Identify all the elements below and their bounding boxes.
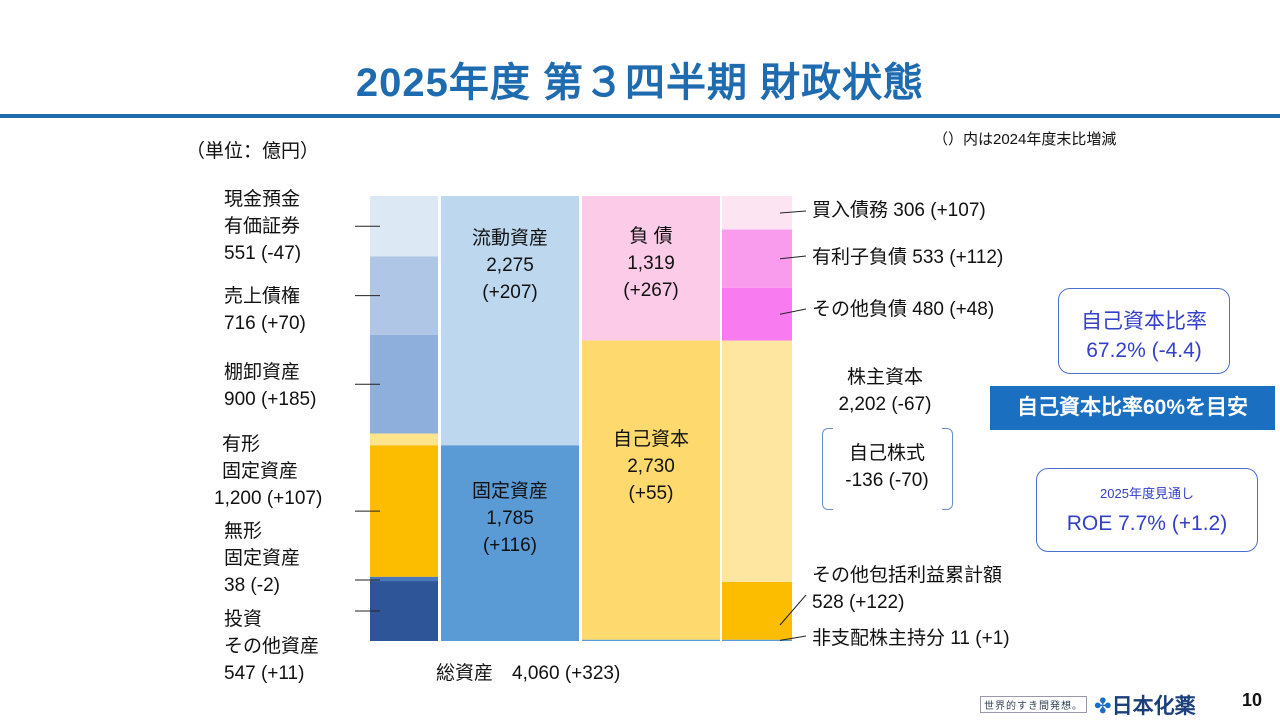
equity-ratio-value: 67.2% (-4.4) [1086,339,1202,362]
company-logo: ✤日本化薬 [1094,695,1196,718]
roe-box: 2025年度見通し ROE 7.7% (+1.2) [1036,468,1258,552]
title-underline [0,114,1280,118]
leader-aoci [779,594,807,626]
leader-other-liab [779,308,807,315]
equity-ratio-box: 自己資本比率 67.2% (-4.4) [1058,288,1230,374]
leader-interest-bearing [779,255,807,260]
asset-segment-receivables [370,256,438,335]
logo-mark-icon: ✤ [1094,695,1112,718]
asset-group-current-assets [441,196,579,446]
treasury-stock-bracket-left [822,428,833,510]
total-assets-label: 総資産 4,060 (+323) [436,663,621,684]
liab-segment-nci [722,639,792,641]
page-number: 10 [1242,690,1263,710]
liab-group-liabilities [582,196,720,341]
treasury-stock-bracket-right [942,428,953,510]
roe-value: ROE 7.7% (+1.2) [1066,512,1228,535]
roe-caption: 2025年度見通し [1100,486,1194,501]
interest-bearing-debt-label: 有利子負債 533 (+112) [812,247,1004,268]
payables-label: 買入債務 306 (+107) [812,200,986,221]
intangible-assets-label: 無形 固定資産 38 (-2) [224,521,301,596]
liab-segment-aoci [722,581,792,640]
comparison-note: （）内は2024年度末比増減 [933,131,1117,148]
unit-label: （単位：億円） [186,141,320,162]
target-banner: 自己資本比率60%を目安 [990,386,1275,430]
inventory-label: 棚卸資産 900 (+185) [224,362,317,410]
page-title: 2025年度 第３四半期 財政状態 [355,61,925,105]
asset-segment-intangible [370,576,438,582]
tangible-assets-label: 有形 固定資産 1,200 (+107) [214,434,323,509]
equity-ratio-title: 自己資本比率 [1081,310,1207,333]
slogan: 世界的すき間発想。 [980,696,1087,713]
leader-payables [779,210,807,214]
liab-segment-shareholders-equity [722,340,792,582]
nci-label: 非支配株主持分 11 (+1) [812,628,1010,649]
leader-nci [779,635,807,641]
receivables-label: 売上債権 716 (+70) [224,286,306,334]
investments-label: 投資 その他資産 547 (+11) [224,609,320,684]
asset-segment-investments [370,581,438,641]
aoci-label: その他包括利益累計額 528 (+122) [812,565,1003,613]
asset-group-fixed-assets [441,445,579,641]
cash-label: 現金預金 有価証券 551 (-47) [224,189,302,264]
other-liabilities-label: その他負債 480 (+48) [812,299,995,320]
liabilities-label: 負 債 1,319 (+267) [623,226,679,301]
fixed-assets-label: 固定資産 1,785 (+116) [471,481,548,556]
asset-segment-other-current [370,433,438,446]
equity-label: 自己資本 2,730 (+55) [612,429,689,504]
liab-group-noncontrolling [582,639,720,641]
current-assets-label: 流動資産 2,275 (+207) [471,228,548,303]
shareholders-equity-label: 株主資本 2,202 (-67) [838,367,932,415]
treasury-stock-label: 自己株式 -136 (-70) [845,443,929,491]
liab-group-net-assets [582,340,720,640]
asset-segment-tangible [370,445,438,577]
asset-segment-cash [370,196,438,257]
asset-segment-inventory [370,334,438,434]
